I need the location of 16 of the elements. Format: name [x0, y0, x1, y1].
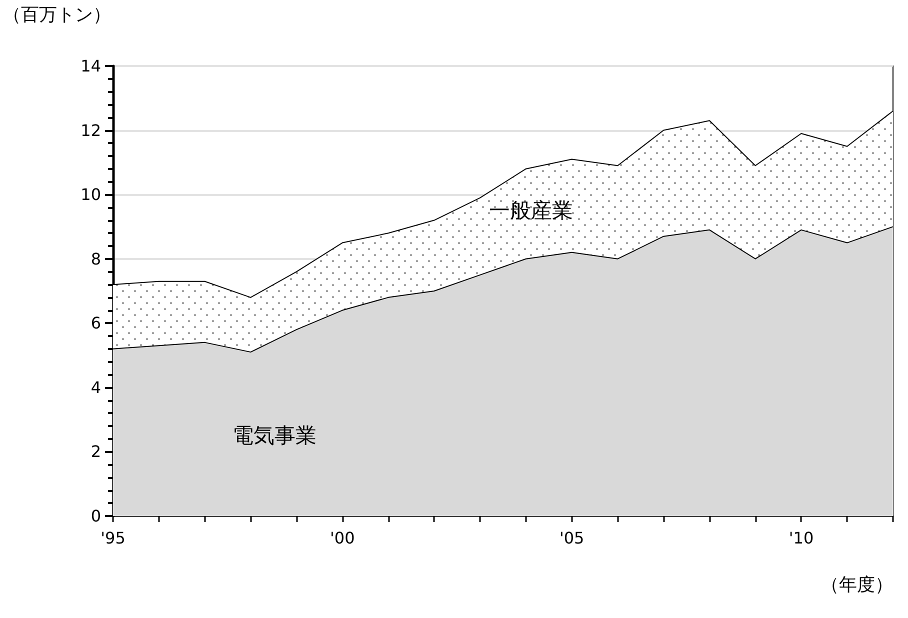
y-tick-label: 10 — [80, 185, 101, 204]
x-tick-label: '10 — [788, 528, 814, 548]
y-tick-label: 2 — [90, 442, 101, 462]
y-axis-title: （百万トン） — [3, 4, 111, 26]
x-axis-title: （年度） — [821, 574, 893, 596]
y-tick-label: 0 — [90, 506, 101, 526]
y-tick-label: 14 — [80, 56, 101, 76]
x-tick-label: '95 — [100, 528, 126, 548]
series-label: 電気事業 — [232, 424, 316, 448]
x-tick-label: '00 — [330, 528, 355, 548]
x-tick-label: '05 — [559, 528, 584, 548]
y-tick-label: 4 — [90, 378, 101, 397]
series-label: 一般産業 — [489, 198, 574, 223]
y-tick-label: 6 — [90, 314, 101, 333]
y-tick-label: 8 — [90, 249, 101, 268]
y-tick-label: 12 — [80, 120, 101, 140]
